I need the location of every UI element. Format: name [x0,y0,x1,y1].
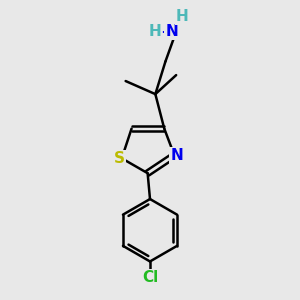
Text: H: H [149,24,162,39]
Text: N: N [170,148,183,163]
Text: H: H [176,9,188,24]
Text: –: – [161,24,169,39]
Text: Cl: Cl [142,270,158,285]
Text: S: S [114,151,125,166]
Text: N: N [165,24,178,39]
